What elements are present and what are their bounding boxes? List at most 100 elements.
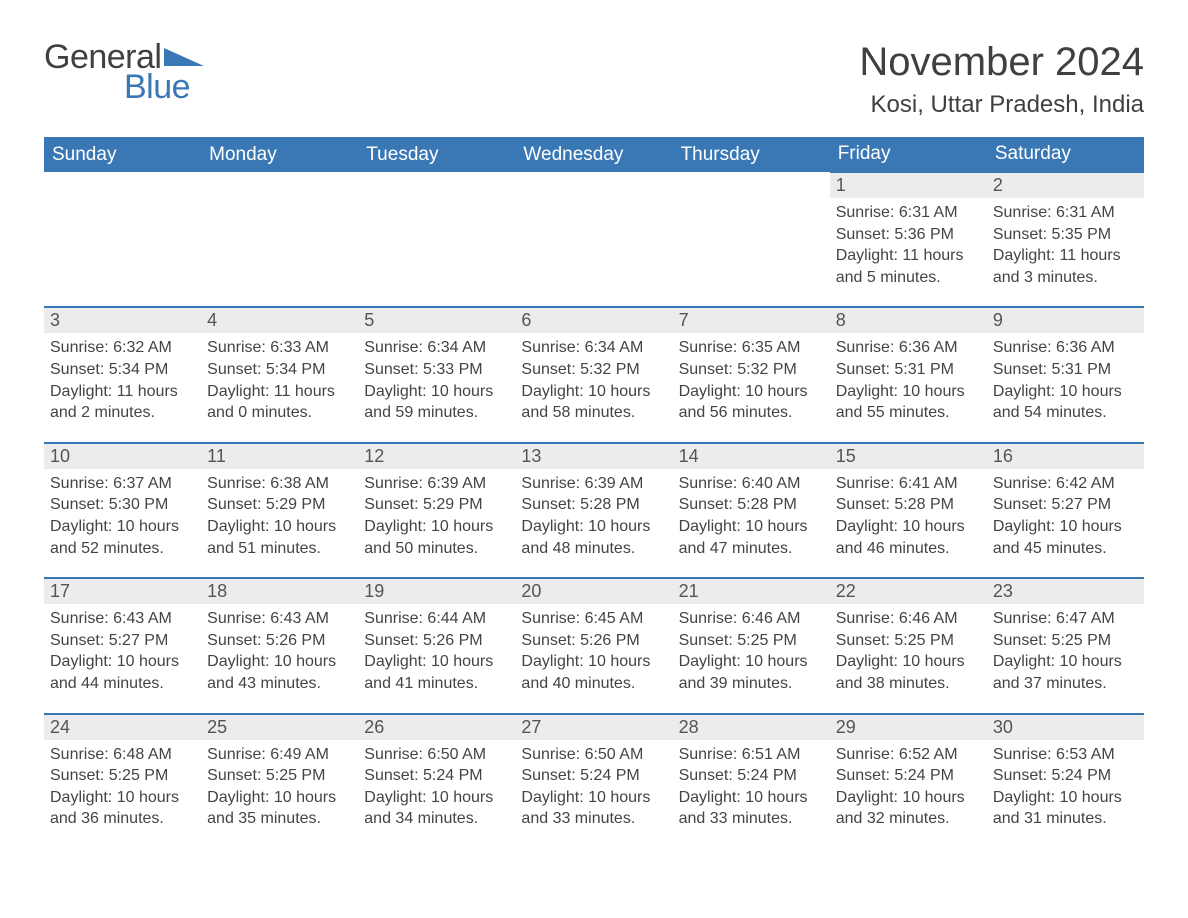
daylight-text: Daylight: 10 hours [521, 381, 666, 403]
day-number: 24 [44, 714, 201, 740]
empty-cell [44, 198, 201, 307]
sunrise-text: Sunrise: 6:39 AM [521, 473, 666, 495]
daylight-text: Daylight: 11 hours [207, 381, 352, 403]
daylight-text: Daylight: 10 hours [207, 516, 352, 538]
daylight-text: Daylight: 10 hours [836, 516, 981, 538]
day-number: 19 [358, 578, 515, 604]
day-body: Sunrise: 6:47 AMSunset: 5:25 PMDaylight:… [987, 604, 1144, 713]
daylight-text: and 34 minutes. [364, 808, 509, 830]
daylight-text: Daylight: 10 hours [836, 381, 981, 403]
daylight-text: and 44 minutes. [50, 673, 195, 695]
day-number: 4 [201, 307, 358, 333]
daylight-text: and 33 minutes. [521, 808, 666, 830]
day-body: Sunrise: 6:38 AMSunset: 5:29 PMDaylight:… [201, 469, 358, 578]
sunrise-text: Sunrise: 6:41 AM [836, 473, 981, 495]
day-body: Sunrise: 6:46 AMSunset: 5:25 PMDaylight:… [673, 604, 830, 713]
sunset-text: Sunset: 5:25 PM [207, 765, 352, 787]
day-number: 15 [830, 443, 987, 469]
daylight-text: and 43 minutes. [207, 673, 352, 695]
calendar-table: SundayMondayTuesdayWednesdayThursdayFrid… [44, 137, 1144, 848]
daylight-text: Daylight: 10 hours [364, 516, 509, 538]
dow-header: Monday [201, 137, 358, 172]
sunset-text: Sunset: 5:36 PM [836, 224, 981, 246]
dow-header: Saturday [987, 137, 1144, 172]
sunset-text: Sunset: 5:33 PM [364, 359, 509, 381]
day-number: 10 [44, 443, 201, 469]
day-body: Sunrise: 6:36 AMSunset: 5:31 PMDaylight:… [987, 333, 1144, 442]
sunset-text: Sunset: 5:32 PM [679, 359, 824, 381]
sunrise-text: Sunrise: 6:37 AM [50, 473, 195, 495]
sunrise-text: Sunrise: 6:48 AM [50, 744, 195, 766]
sunrise-text: Sunrise: 6:53 AM [993, 744, 1138, 766]
daylight-text: and 46 minutes. [836, 538, 981, 560]
empty-cell [515, 172, 672, 198]
sunset-text: Sunset: 5:30 PM [50, 494, 195, 516]
sunset-text: Sunset: 5:24 PM [679, 765, 824, 787]
daylight-text: and 54 minutes. [993, 402, 1138, 424]
daylight-text: and 37 minutes. [993, 673, 1138, 695]
sunrise-text: Sunrise: 6:36 AM [836, 337, 981, 359]
daylight-text: and 31 minutes. [993, 808, 1138, 830]
sunset-text: Sunset: 5:31 PM [993, 359, 1138, 381]
day-number: 30 [987, 714, 1144, 740]
day-body: Sunrise: 6:31 AMSunset: 5:35 PMDaylight:… [987, 198, 1144, 307]
day-body: Sunrise: 6:43 AMSunset: 5:27 PMDaylight:… [44, 604, 201, 713]
sunset-text: Sunset: 5:35 PM [993, 224, 1138, 246]
sunrise-text: Sunrise: 6:43 AM [207, 608, 352, 630]
sunrise-text: Sunrise: 6:36 AM [993, 337, 1138, 359]
day-number: 13 [515, 443, 672, 469]
day-number: 14 [673, 443, 830, 469]
day-number: 12 [358, 443, 515, 469]
sunrise-text: Sunrise: 6:34 AM [364, 337, 509, 359]
sunset-text: Sunset: 5:24 PM [993, 765, 1138, 787]
day-number: 11 [201, 443, 358, 469]
daylight-text: Daylight: 10 hours [993, 516, 1138, 538]
day-number: 18 [201, 578, 358, 604]
sunset-text: Sunset: 5:32 PM [521, 359, 666, 381]
daylight-text: Daylight: 10 hours [364, 381, 509, 403]
day-number: 17 [44, 578, 201, 604]
dow-header: Thursday [673, 137, 830, 172]
day-number: 26 [358, 714, 515, 740]
day-body: Sunrise: 6:42 AMSunset: 5:27 PMDaylight:… [987, 469, 1144, 578]
daylight-text: Daylight: 10 hours [679, 381, 824, 403]
sunrise-text: Sunrise: 6:32 AM [50, 337, 195, 359]
empty-cell [201, 172, 358, 198]
sunset-text: Sunset: 5:29 PM [364, 494, 509, 516]
daylight-text: and 45 minutes. [993, 538, 1138, 560]
daylight-text: and 41 minutes. [364, 673, 509, 695]
daylight-text: and 52 minutes. [50, 538, 195, 560]
daylight-text: and 5 minutes. [836, 267, 981, 289]
daylight-text: and 55 minutes. [836, 402, 981, 424]
dow-header: Friday [830, 137, 987, 172]
page-header: General Blue November 2024 Kosi, Uttar P… [44, 40, 1144, 119]
sunrise-text: Sunrise: 6:33 AM [207, 337, 352, 359]
daylight-text: and 32 minutes. [836, 808, 981, 830]
sunset-text: Sunset: 5:27 PM [50, 630, 195, 652]
sunrise-text: Sunrise: 6:49 AM [207, 744, 352, 766]
day-number: 22 [830, 578, 987, 604]
day-body: Sunrise: 6:39 AMSunset: 5:29 PMDaylight:… [358, 469, 515, 578]
sunset-text: Sunset: 5:25 PM [50, 765, 195, 787]
sunset-text: Sunset: 5:25 PM [993, 630, 1138, 652]
sunset-text: Sunset: 5:28 PM [521, 494, 666, 516]
empty-cell [201, 198, 358, 307]
daylight-text: Daylight: 11 hours [50, 381, 195, 403]
sunrise-text: Sunrise: 6:39 AM [364, 473, 509, 495]
sunset-text: Sunset: 5:34 PM [50, 359, 195, 381]
sunrise-text: Sunrise: 6:38 AM [207, 473, 352, 495]
empty-cell [673, 172, 830, 198]
sunrise-text: Sunrise: 6:31 AM [993, 202, 1138, 224]
day-number: 23 [987, 578, 1144, 604]
sunrise-text: Sunrise: 6:47 AM [993, 608, 1138, 630]
daylight-text: Daylight: 10 hours [364, 787, 509, 809]
sunrise-text: Sunrise: 6:34 AM [521, 337, 666, 359]
day-number: 6 [515, 307, 672, 333]
day-number: 20 [515, 578, 672, 604]
sunrise-text: Sunrise: 6:44 AM [364, 608, 509, 630]
daylight-text: Daylight: 10 hours [993, 787, 1138, 809]
daylight-text: Daylight: 10 hours [993, 381, 1138, 403]
sunset-text: Sunset: 5:25 PM [679, 630, 824, 652]
day-number: 2 [987, 172, 1144, 198]
daylight-text: Daylight: 10 hours [521, 787, 666, 809]
